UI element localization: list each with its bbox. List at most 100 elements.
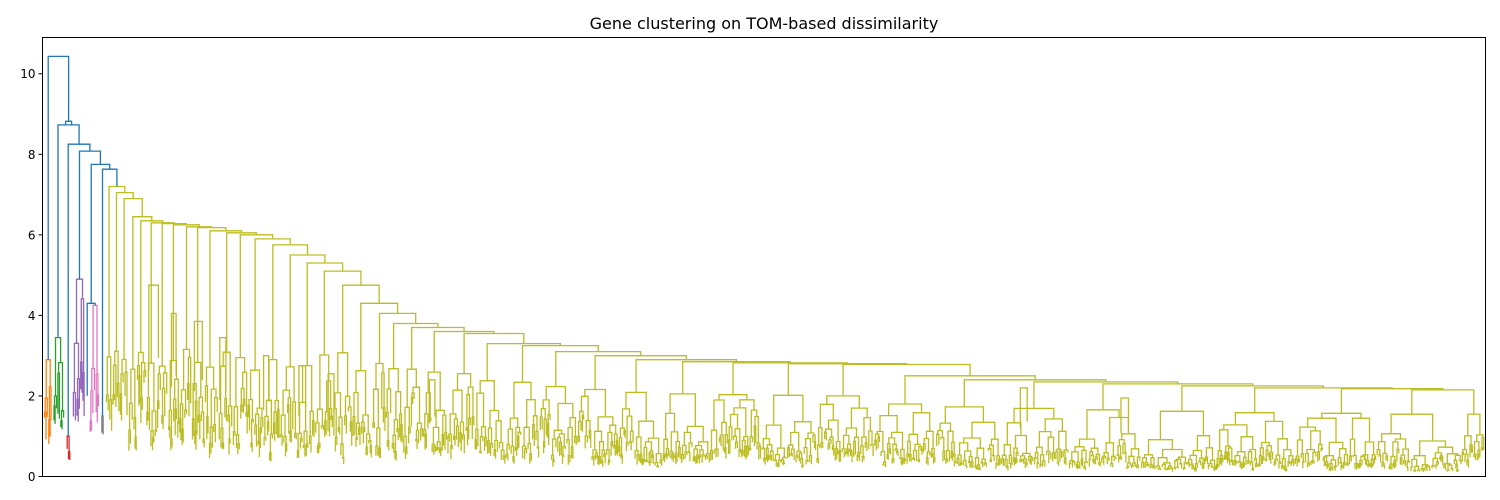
dendrogram-link xyxy=(964,464,968,469)
dendrogram-link xyxy=(337,352,349,397)
dendrogram-link xyxy=(1182,467,1186,471)
dendrogram-link xyxy=(1242,461,1245,468)
dendrogram-link xyxy=(990,438,999,456)
dendrogram-link xyxy=(1022,459,1025,465)
dendrogram-link xyxy=(892,443,897,459)
dendrogram-link xyxy=(1158,467,1162,471)
dendrogram-link xyxy=(1220,458,1224,466)
dendrogram-link xyxy=(953,460,957,467)
dendrogram-link xyxy=(800,457,804,466)
dendrogram-link xyxy=(849,450,853,463)
dendrogram-link xyxy=(805,459,809,465)
dendrogram-link xyxy=(1105,442,1115,457)
dendrogram-link xyxy=(455,425,460,448)
dendrogram-link xyxy=(185,226,213,350)
dendrogram-link xyxy=(1390,413,1434,441)
dendrogram-link xyxy=(620,454,623,464)
dendrogram-link xyxy=(1381,433,1402,442)
dendrogram-link xyxy=(1006,422,1022,445)
dendrogram-link xyxy=(392,322,439,369)
dendrogram-link xyxy=(1456,469,1459,472)
dendrogram-link xyxy=(1417,469,1421,472)
dendrogram-link xyxy=(340,443,344,458)
dendrogram-link xyxy=(296,449,300,458)
dendrogram-link xyxy=(1191,465,1195,470)
dendrogram-link xyxy=(256,407,263,418)
dendrogram-link xyxy=(912,457,916,461)
dendrogram-link xyxy=(1450,468,1454,472)
dendrogram-link xyxy=(529,453,532,464)
dendrogram-link xyxy=(980,461,984,468)
dendrogram-link xyxy=(1294,458,1298,467)
dendrogram-link xyxy=(591,456,595,466)
dendrogram-link xyxy=(151,436,155,451)
dendrogram-link xyxy=(559,441,562,456)
dendrogram-link xyxy=(337,426,341,435)
dendrogram-link xyxy=(502,455,506,464)
dendrogram-link xyxy=(527,442,532,454)
dendrogram-link xyxy=(327,373,335,420)
dendrogram-link xyxy=(341,457,345,465)
dendrogram-link xyxy=(334,436,338,452)
dendrogram-link xyxy=(1062,451,1066,458)
dendrogram-link xyxy=(662,453,666,462)
dendrogram-link xyxy=(316,445,320,454)
dendrogram-link xyxy=(1048,452,1052,464)
dendrogram-link xyxy=(386,388,392,414)
dendrogram-link xyxy=(1036,462,1040,469)
dendrogram-link xyxy=(161,387,166,417)
dendrogram-link xyxy=(817,444,821,459)
dendrogram-link xyxy=(1014,457,1018,464)
dendrogram-link xyxy=(115,191,134,352)
dendrogram-link xyxy=(856,454,859,462)
dendrogram-link xyxy=(1467,413,1481,436)
dendrogram-link xyxy=(378,447,382,459)
dendrogram-link xyxy=(1019,459,1023,463)
dendrogram-link xyxy=(596,455,599,465)
dendrogram-link xyxy=(846,448,849,457)
dendrogram-link xyxy=(1149,463,1153,469)
dendrogram-link xyxy=(698,455,702,464)
dendrogram-link xyxy=(444,431,448,450)
dendrogram-link xyxy=(1077,466,1081,469)
dendrogram-link xyxy=(301,364,313,412)
dendrogram-link xyxy=(1273,460,1277,466)
dendrogram-link xyxy=(1169,467,1174,472)
dendrogram-link xyxy=(1320,447,1324,452)
dendrogram-link xyxy=(546,422,550,446)
dendrogram-link xyxy=(224,397,228,421)
dendrogram-link xyxy=(1227,458,1231,466)
dendrogram-link xyxy=(963,379,1107,407)
dendrogram-link xyxy=(1439,456,1442,462)
dendrogram-link xyxy=(480,426,487,438)
dendrogram-link xyxy=(1012,457,1016,466)
dendrogram-link xyxy=(250,442,253,452)
dendrogram-link xyxy=(749,436,754,449)
dendrogram-link xyxy=(930,452,934,458)
dendrogram-link xyxy=(1005,465,1009,471)
dendrogram-link xyxy=(842,363,971,396)
dendrogram-link xyxy=(1343,453,1349,464)
dendrogram-link xyxy=(476,392,485,430)
dendrogram-link xyxy=(958,442,969,455)
dendrogram-link xyxy=(130,368,136,418)
dendrogram-link xyxy=(551,438,557,456)
dendrogram-link xyxy=(365,446,368,456)
dendrogram-link xyxy=(606,449,610,460)
dendrogram-link xyxy=(1215,463,1219,470)
dendrogram-link xyxy=(286,403,290,434)
dendrogram-link xyxy=(368,439,372,446)
dendrogram-link xyxy=(1249,461,1254,469)
dendrogram-link xyxy=(1284,468,1288,472)
dendrogram-link xyxy=(66,435,70,452)
dendrogram-link xyxy=(1411,389,1475,415)
dendrogram-link xyxy=(1306,462,1310,468)
dendrogram-link xyxy=(738,448,742,457)
dendrogram-link xyxy=(375,445,379,456)
dendrogram-link xyxy=(1249,448,1257,459)
dendrogram-link xyxy=(968,455,973,462)
dendrogram-link xyxy=(1000,458,1005,466)
dendrogram-link xyxy=(1455,463,1458,470)
dendrogram-link xyxy=(1392,462,1396,469)
chart-title: Gene clustering on TOM-based dissimilari… xyxy=(590,14,939,33)
